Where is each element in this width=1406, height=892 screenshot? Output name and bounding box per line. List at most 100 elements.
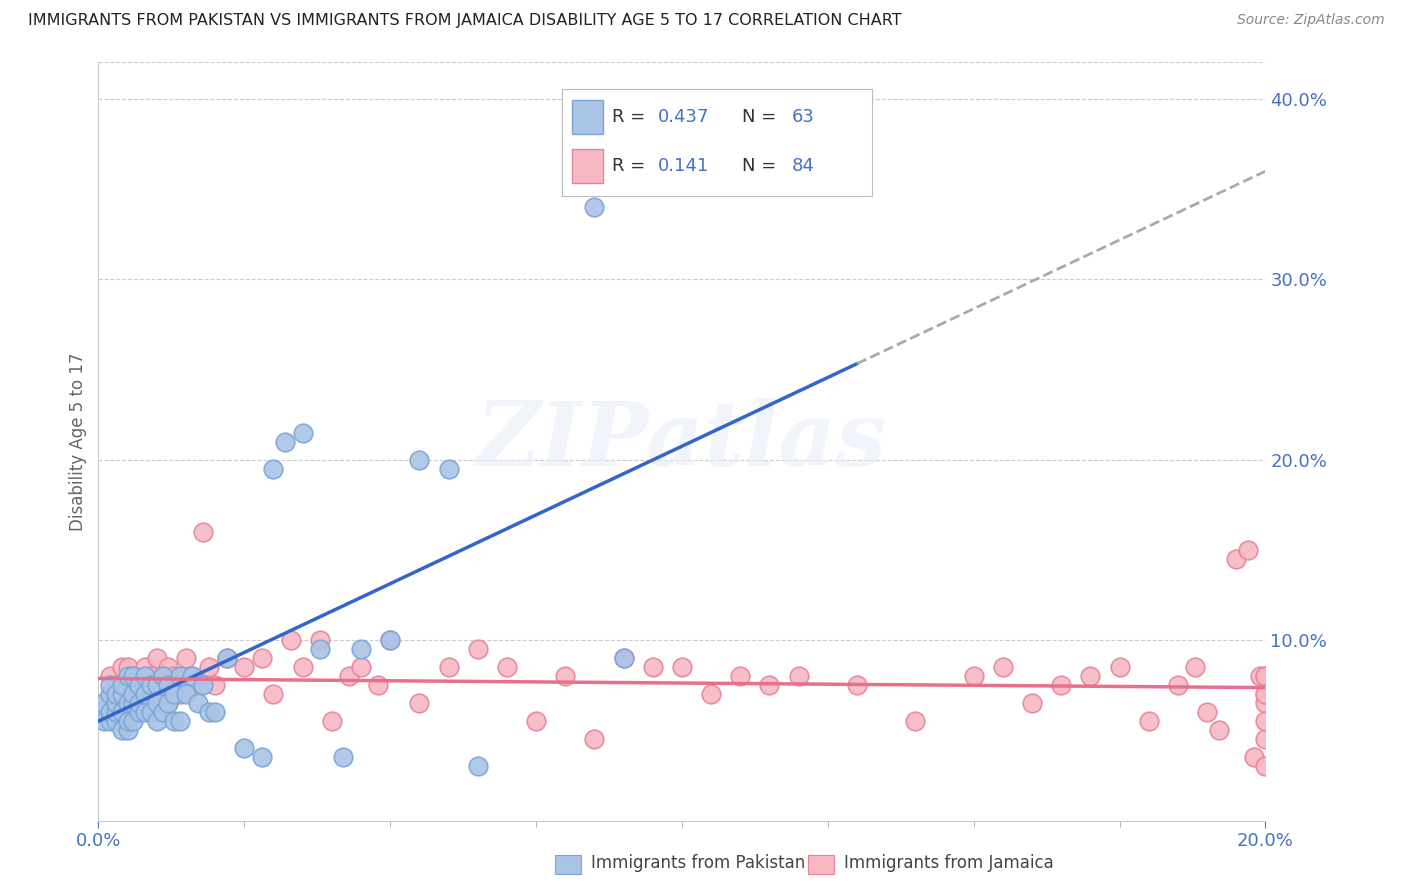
Point [117, 714, 139, 729]
Point [128, 706, 150, 720]
Point [467, 759, 489, 773]
Point [612, 651, 634, 665]
Point [233, 660, 256, 674]
Point [467, 642, 489, 657]
Point [198, 706, 221, 720]
Point [1254, 696, 1277, 710]
Point [104, 696, 127, 710]
Point [437, 461, 460, 475]
Point [1254, 732, 1277, 747]
Point [1137, 714, 1160, 729]
Point [117, 660, 139, 674]
Point [291, 660, 314, 674]
Point [250, 750, 273, 764]
Point [122, 669, 145, 683]
Point [98, 687, 121, 701]
Point [93, 714, 115, 729]
Point [1195, 706, 1218, 720]
Point [1167, 678, 1189, 692]
Point [332, 750, 354, 764]
Point [139, 678, 162, 692]
Point [146, 706, 169, 720]
Point [380, 633, 402, 648]
Point [163, 687, 186, 701]
Point [117, 669, 139, 683]
Point [846, 678, 869, 692]
Text: 0.141: 0.141 [658, 157, 710, 175]
Point [408, 452, 430, 467]
Point [139, 706, 162, 720]
Point [174, 687, 197, 701]
Point [321, 714, 343, 729]
Point [904, 714, 927, 729]
Point [1050, 678, 1073, 692]
Point [193, 678, 215, 692]
Point [1254, 687, 1277, 701]
Point [1254, 669, 1277, 683]
Point [128, 669, 150, 683]
Point [496, 660, 519, 674]
Point [274, 434, 297, 449]
Point [554, 669, 576, 683]
Point [758, 678, 780, 692]
FancyBboxPatch shape [572, 149, 603, 184]
Point [337, 669, 360, 683]
Point [174, 651, 197, 665]
Point [612, 651, 634, 665]
Point [350, 642, 373, 657]
Point [169, 669, 191, 683]
Point [98, 669, 121, 683]
Text: Immigrants from Pakistan: Immigrants from Pakistan [591, 855, 804, 872]
Text: Immigrants from Jamaica: Immigrants from Jamaica [844, 855, 1053, 872]
Point [93, 696, 115, 710]
Point [157, 678, 180, 692]
Point [134, 660, 156, 674]
Point [139, 669, 162, 683]
Point [98, 714, 121, 729]
Point [117, 723, 139, 738]
Text: R =: R = [612, 108, 645, 126]
Point [215, 651, 238, 665]
Point [641, 660, 664, 674]
Point [193, 524, 215, 539]
Point [122, 714, 145, 729]
Point [583, 732, 606, 747]
Point [1237, 542, 1260, 557]
Point [350, 660, 373, 674]
Point [98, 706, 121, 720]
Point [93, 696, 115, 710]
Point [146, 714, 169, 729]
Text: Source: ZipAtlas.com: Source: ZipAtlas.com [1237, 13, 1385, 28]
Point [1208, 723, 1230, 738]
Point [1254, 669, 1277, 683]
Point [962, 669, 984, 683]
Point [991, 660, 1014, 674]
Point [380, 633, 402, 648]
Point [787, 669, 810, 683]
Point [163, 687, 186, 701]
Point [437, 660, 460, 674]
Point [250, 651, 273, 665]
Point [111, 723, 134, 738]
Point [128, 706, 150, 720]
Point [1021, 696, 1043, 710]
Point [215, 651, 238, 665]
Point [134, 687, 156, 701]
Text: N =: N = [742, 157, 776, 175]
Point [163, 669, 186, 683]
Point [204, 706, 226, 720]
Point [117, 714, 139, 729]
Point [111, 706, 134, 720]
Point [98, 687, 121, 701]
Point [187, 696, 209, 710]
Point [104, 696, 127, 710]
Point [146, 696, 169, 710]
Point [111, 660, 134, 674]
Point [134, 669, 156, 683]
Point [122, 687, 145, 701]
Y-axis label: Disability Age 5 to 17: Disability Age 5 to 17 [69, 352, 87, 531]
Text: ZIPatlas: ZIPatlas [477, 399, 887, 484]
Point [524, 714, 547, 729]
Point [146, 678, 169, 692]
Point [163, 714, 186, 729]
